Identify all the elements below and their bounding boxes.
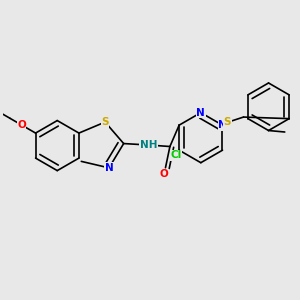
Text: S: S (101, 117, 109, 127)
Text: NH: NH (140, 140, 158, 150)
Text: N: N (218, 120, 227, 130)
Text: Cl: Cl (171, 151, 182, 160)
Text: O: O (17, 120, 26, 130)
Text: N: N (105, 163, 113, 173)
Text: N: N (196, 108, 205, 118)
Text: O: O (160, 169, 168, 179)
Text: S: S (224, 117, 231, 128)
